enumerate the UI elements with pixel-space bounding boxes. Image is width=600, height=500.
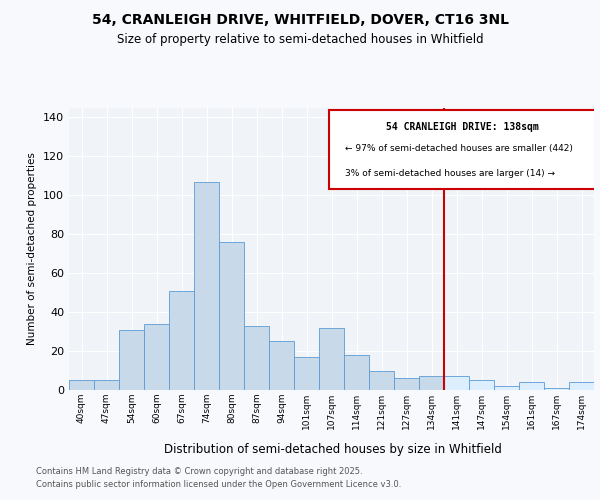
Bar (69, 380, 94, 390)
Text: Distribution of semi-detached houses by size in Whitfield: Distribution of semi-detached houses by … (164, 442, 502, 456)
Text: 54 CRANLEIGH DRIVE: 138sqm: 54 CRANLEIGH DRIVE: 138sqm (386, 122, 539, 132)
Bar (444, 376, 469, 390)
Bar (194, 182, 219, 390)
Text: ← 97% of semi-detached houses are smaller (442): ← 97% of semi-detached houses are smalle… (344, 144, 572, 153)
FancyBboxPatch shape (329, 110, 596, 190)
Bar (369, 370, 394, 390)
Bar (269, 342, 294, 390)
Bar (169, 290, 194, 390)
Bar (219, 242, 244, 390)
Bar (94, 380, 119, 390)
Text: Contains HM Land Registry data © Crown copyright and database right 2025.: Contains HM Land Registry data © Crown c… (36, 468, 362, 476)
Bar (519, 382, 544, 390)
Bar (319, 328, 344, 390)
Bar (294, 357, 319, 390)
Text: 54, CRANLEIGH DRIVE, WHITFIELD, DOVER, CT16 3NL: 54, CRANLEIGH DRIVE, WHITFIELD, DOVER, C… (91, 12, 509, 26)
Bar (419, 376, 444, 390)
Bar (344, 355, 369, 390)
Bar (494, 386, 519, 390)
Text: 3% of semi-detached houses are larger (14) →: 3% of semi-detached houses are larger (1… (344, 169, 554, 178)
Y-axis label: Number of semi-detached properties: Number of semi-detached properties (28, 152, 37, 345)
Text: Contains public sector information licensed under the Open Government Licence v3: Contains public sector information licen… (36, 480, 401, 489)
Bar (544, 388, 569, 390)
Bar (394, 378, 419, 390)
Bar (244, 326, 269, 390)
Bar (469, 380, 494, 390)
Bar (119, 330, 144, 390)
Bar (569, 382, 594, 390)
Bar (144, 324, 169, 390)
Text: Size of property relative to semi-detached houses in Whitfield: Size of property relative to semi-detach… (116, 32, 484, 46)
